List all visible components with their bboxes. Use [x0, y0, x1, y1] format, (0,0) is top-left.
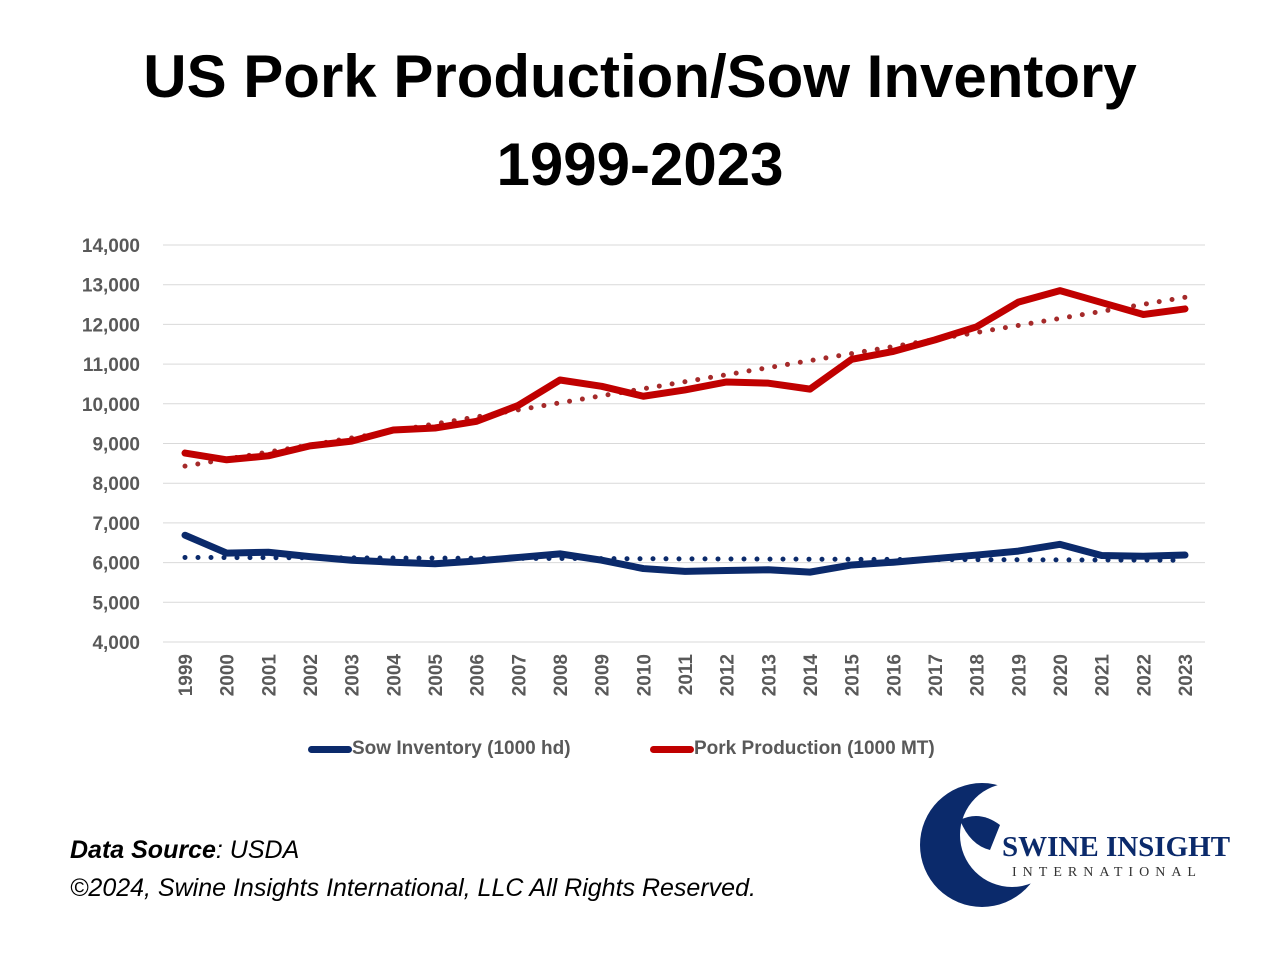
y-tick-label: 5,000 [92, 593, 140, 614]
chart-title-line2: 1999-2023 [496, 131, 784, 198]
x-tick-label: 2019 [1009, 654, 1030, 696]
x-tick-label: 2000 [218, 654, 239, 696]
x-tick-label: 2015 [843, 654, 864, 697]
y-tick-label: 8,000 [92, 474, 140, 495]
x-tick-label: 1999 [176, 654, 197, 696]
legend-item-sow: Sow Inventory (1000 hd) [308, 738, 571, 760]
logo-mark-icon: SWINE INSIGHTS INTERNATIONAL [920, 783, 1246, 907]
x-tick-label: 2009 [593, 654, 614, 696]
x-tick-label: 2013 [759, 654, 780, 696]
y-tick-label: 9,000 [92, 435, 140, 456]
y-tick-label: 11,000 [83, 355, 140, 376]
legend-label-sow: Sow Inventory (1000 hd) [352, 738, 571, 759]
x-tick-label: 2021 [1093, 654, 1114, 697]
x-tick-label: 2007 [509, 654, 530, 696]
data-source-label: Data Source [70, 836, 216, 864]
x-tick-label: 2004 [384, 654, 405, 697]
series-line-sow [181, 531, 1189, 576]
x-tick-label: 2006 [468, 654, 489, 696]
y-tick-label: 14,000 [82, 236, 140, 257]
x-tick-label: 2011 [676, 654, 697, 696]
legend-item-pork: Pork Production (1000 MT) [650, 738, 935, 760]
y-tick-label: 12,000 [82, 315, 140, 336]
x-tick-label: 2014 [801, 654, 822, 697]
x-tick-label: 2016 [884, 654, 905, 696]
y-tick-label: 13,000 [82, 276, 140, 297]
x-tick-label: 2017 [926, 654, 947, 696]
x-tick-label: 2010 [634, 654, 655, 696]
x-tick-label: 2022 [1134, 654, 1155, 696]
legend-swatch-pork [650, 745, 694, 753]
x-tick-label: 2002 [301, 654, 322, 696]
x-tick-label: 2001 [259, 654, 280, 697]
x-tick-label: 2012 [718, 654, 739, 696]
series-line-pork [181, 287, 1189, 464]
chart-title-line1: US Pork Production/Sow Inventory [143, 43, 1137, 110]
x-tick-label: 2018 [968, 654, 989, 696]
y-tick-label: 6,000 [92, 554, 140, 575]
legend-swatch-sow [308, 745, 352, 753]
logo-text-line2: INTERNATIONAL [1012, 865, 1202, 880]
x-tick-label: 2005 [426, 654, 447, 697]
data-source-value: : USDA [215, 836, 300, 864]
y-tick-label: 10,000 [82, 395, 140, 416]
copyright: ©2024, Swine Insights International, LLC… [70, 874, 756, 902]
data-source: Data Source: USDA [70, 836, 299, 865]
logo-text-line1: SWINE INSIGHTS [1002, 831, 1230, 863]
x-tick-label: 2003 [343, 654, 364, 696]
x-tick-label: 2020 [1051, 654, 1072, 696]
y-tick-label: 7,000 [92, 514, 140, 535]
swine-insights-logo: SWINE INSIGHTS INTERNATIONAL [920, 780, 1246, 920]
x-tick-label: 2008 [551, 654, 572, 696]
y-tick-label: 4,000 [92, 633, 140, 654]
x-tick-label: 2023 [1176, 654, 1197, 696]
legend-label-pork: Pork Production (1000 MT) [694, 738, 935, 759]
line-chart: 4,000 5,000 6,000 7,000 8,000 9,000 10,000 11,0… [82, 236, 1205, 697]
